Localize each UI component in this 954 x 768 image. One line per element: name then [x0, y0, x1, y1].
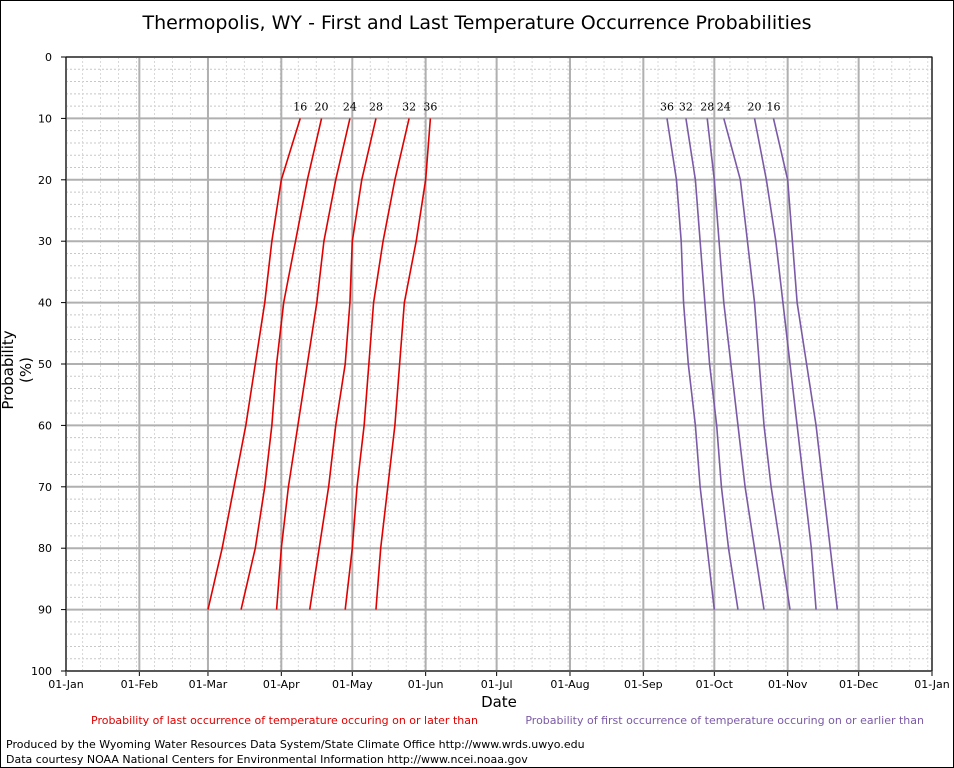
x-tick-label: 01-Jan	[914, 678, 950, 691]
first-series-28	[706, 118, 765, 610]
x-tick-label: 01-Feb	[121, 678, 158, 691]
first-series-36	[666, 118, 716, 610]
y-tick-label: 100	[31, 665, 52, 678]
last-series-label: 24	[343, 100, 357, 113]
first-series-label: 24	[717, 100, 731, 113]
first-series-16	[772, 118, 839, 610]
last-series-16	[207, 118, 302, 610]
y-tick-label: 70	[38, 481, 52, 494]
last-series-36	[375, 118, 432, 610]
y-tick-label: 30	[38, 235, 52, 248]
legend-first-occurrence: Probability of first occurrence of tempe…	[525, 714, 924, 727]
first-series-label: 20	[748, 100, 762, 113]
credit-data-source: Data courtesy NOAA National Centers for …	[6, 753, 528, 766]
y-axis-label: Probability (%)	[0, 330, 35, 410]
y-tick-label: 80	[38, 542, 52, 555]
x-tick-label: 01-Apr	[263, 678, 300, 691]
legend-last-occurrence: Probability of last occurrence of temper…	[91, 714, 478, 727]
x-tick-label: 01-Aug	[550, 678, 589, 691]
x-tick-label: 01-Sep	[624, 678, 663, 691]
chart-title: Thermopolis, WY - First and Last Tempera…	[142, 12, 812, 34]
last-series-20	[240, 118, 323, 610]
first-series-label: 16	[766, 100, 780, 113]
last-series-28	[308, 118, 377, 610]
last-series-label: 20	[315, 100, 329, 113]
last-series-24	[275, 118, 351, 610]
first-series-32	[685, 118, 739, 610]
first-series-label: 28	[700, 100, 714, 113]
y-tick-label: 0	[45, 51, 52, 64]
last-series-label: 32	[402, 100, 416, 113]
x-tick-label: 01-Mar	[189, 678, 228, 691]
y-tick-label: 90	[38, 604, 52, 617]
last-series-label: 16	[293, 100, 307, 113]
first-series-label: 36	[660, 100, 674, 113]
y-tick-label: 50	[38, 358, 52, 371]
last-series-32	[344, 118, 410, 610]
x-tick-label: 01-Dec	[839, 678, 878, 691]
first-series-24	[723, 118, 791, 610]
x-axis-label: Date	[481, 693, 517, 711]
first-series-label: 32	[679, 100, 693, 113]
last-series-label: 36	[423, 100, 437, 113]
last-series-label: 28	[369, 100, 383, 113]
x-tick-label: 01-Jan	[48, 678, 84, 691]
credit-producer: Produced by the Wyoming Water Resources …	[6, 738, 585, 751]
y-tick-label: 60	[38, 419, 52, 432]
x-tick-label: 01-May	[332, 678, 373, 691]
y-tick-label: 20	[38, 174, 52, 187]
x-tick-label: 01-Jul	[481, 678, 513, 691]
x-tick-label: 01-Nov	[768, 678, 808, 691]
x-tick-label: 01-Oct	[696, 678, 734, 691]
x-tick-label: 01-Jun	[408, 678, 444, 691]
y-tick-label: 40	[38, 297, 52, 310]
y-tick-label: 10	[38, 112, 52, 125]
first-series-20	[753, 118, 817, 610]
plot-border	[65, 56, 933, 672]
